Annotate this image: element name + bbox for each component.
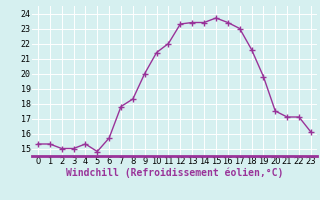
X-axis label: Windchill (Refroidissement éolien,°C): Windchill (Refroidissement éolien,°C) (66, 168, 283, 178)
